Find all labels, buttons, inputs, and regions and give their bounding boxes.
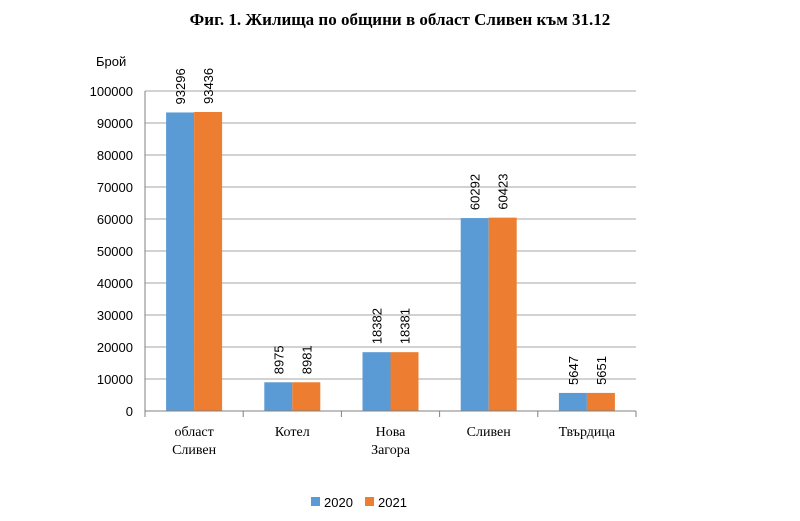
y-tick-label: 70000	[97, 180, 133, 195]
chart-title: Фиг. 1. Жилища по общини в област Сливен…	[189, 10, 611, 29]
y-tick-label: 50000	[97, 244, 133, 259]
bar-2021	[488, 217, 517, 411]
y-tick-label: 90000	[97, 116, 133, 131]
bars	[166, 112, 615, 412]
x-axis: област Сливен Котел Нова Загора Сливен Твърдиц…	[144, 410, 637, 458]
legend-label: 2021	[378, 495, 407, 510]
y-axis-label: Брой	[96, 54, 126, 69]
legend-label: 2020	[324, 495, 353, 510]
bar-2020	[460, 218, 489, 411]
data-label: 5651	[594, 356, 609, 385]
x-category-label: Сливен	[467, 425, 512, 440]
data-label: 5647	[566, 356, 581, 385]
legend-swatch-2020	[311, 497, 320, 506]
data-label: 93296	[173, 68, 188, 104]
x-category-label: Нова	[376, 425, 407, 440]
data-label: 18382	[370, 308, 385, 344]
bar-2021	[390, 352, 419, 411]
data-label: 93436	[201, 68, 216, 104]
y-tick-label: 60000	[97, 212, 133, 227]
data-label: 8981	[299, 345, 314, 374]
y-tick-label: 30000	[97, 308, 133, 323]
bar-2020	[264, 382, 293, 411]
data-labels: 93296 93436 8975 8981 18382 18381 60292 60423 56…	[173, 68, 609, 385]
x-category-label: Сливен	[172, 443, 217, 458]
y-tick-label: 40000	[97, 276, 133, 291]
data-label: 60292	[468, 174, 483, 210]
y-tick-label: 0	[126, 404, 133, 419]
bar-2021	[194, 112, 223, 412]
y-tick-label: 20000	[97, 340, 133, 355]
data-label: 18381	[398, 308, 413, 344]
x-category-label: Котел	[275, 425, 310, 440]
y-tick-label: 80000	[97, 148, 133, 163]
bar-2021	[586, 392, 615, 411]
x-category-label: област	[174, 425, 213, 440]
y-tick-label: 10000	[97, 372, 133, 387]
y-tick-label: 100000	[90, 84, 133, 99]
legend: 2020 2021	[311, 495, 407, 510]
legend-swatch-2021	[365, 497, 374, 506]
data-label: 60423	[496, 173, 511, 209]
bar-2020	[166, 112, 195, 412]
bar-2020	[362, 352, 391, 411]
bar-2021	[292, 382, 321, 411]
x-category-label: Твърдица	[559, 425, 616, 440]
y-axis: 0 10000 20000 30000 40000 50000 60000 70000 8000…	[90, 84, 146, 419]
x-category-label: Загора	[371, 443, 411, 458]
bar-2020	[558, 392, 587, 411]
data-label: 8975	[271, 345, 286, 374]
